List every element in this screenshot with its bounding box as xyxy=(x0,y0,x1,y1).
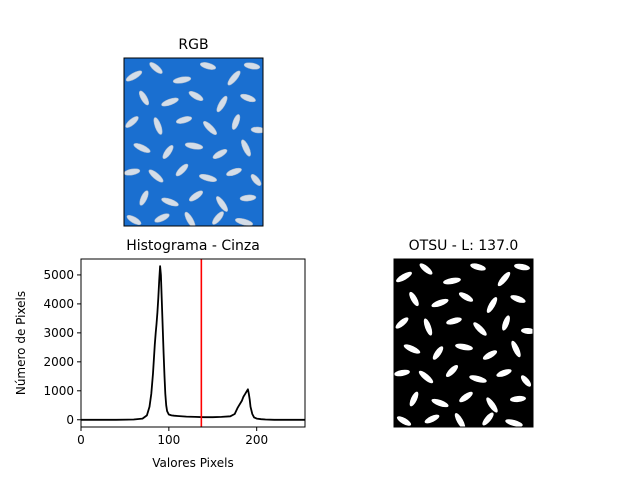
histogram-title: Histograma - Cinza xyxy=(126,238,260,254)
histogram-plot-area xyxy=(81,259,305,427)
x-axis-ticks: 0 100 200 xyxy=(77,427,268,447)
histogram-frame xyxy=(80,258,306,428)
rgb-title: RGB xyxy=(178,37,208,53)
y-tick-label: 0 xyxy=(66,413,74,427)
rgb-image xyxy=(124,58,263,226)
otsu-image xyxy=(394,259,533,427)
x-axis-label: Valores Pixels xyxy=(152,456,233,470)
y-tick-label: 2000 xyxy=(43,355,74,369)
rgb-frame xyxy=(123,57,264,227)
otsu-frame xyxy=(393,258,534,428)
y-axis-label: Número de Pixels xyxy=(14,291,28,395)
x-tick-label: 100 xyxy=(157,433,180,447)
y-tick-label: 3000 xyxy=(43,326,74,340)
y-axis-ticks: 0 1000 2000 3000 4000 5000 xyxy=(43,268,81,427)
y-tick-label: 1000 xyxy=(43,384,74,398)
x-tick-label: 0 xyxy=(77,433,85,447)
y-tick-label: 5000 xyxy=(43,268,74,282)
y-tick-label: 4000 xyxy=(43,297,74,311)
x-tick-label: 200 xyxy=(245,433,268,447)
histogram-line xyxy=(81,265,305,421)
otsu-title: OTSU - L: 137.0 xyxy=(409,238,519,254)
